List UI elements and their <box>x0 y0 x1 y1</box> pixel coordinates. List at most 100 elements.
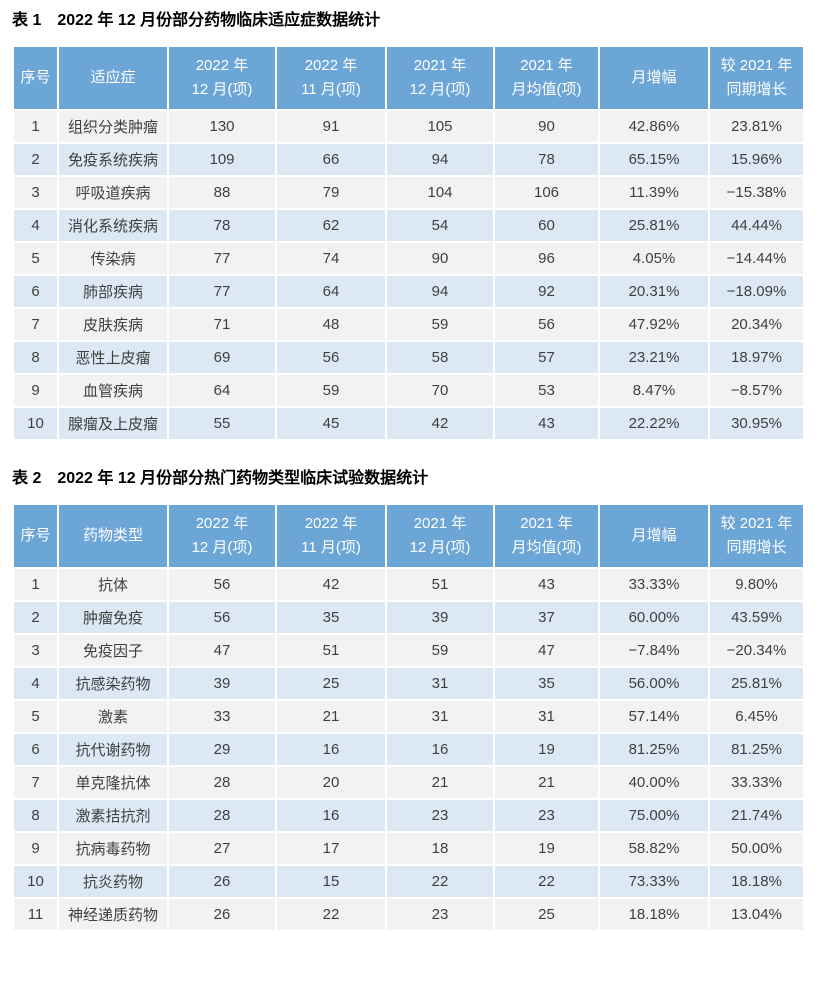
table-cell: 59 <box>385 633 495 668</box>
table-cell: 23 <box>493 798 600 833</box>
table2-body: 1 抗体 56 42 51 43 33.33% 9.80% 2 肿瘤免疫 56 35 39 37 60.00… <box>12 567 805 932</box>
table-cell: 15.96% <box>708 142 805 177</box>
table-cell: 47 <box>167 633 277 668</box>
table-cell: 4 <box>12 666 59 701</box>
table-cell: 56 <box>493 307 600 342</box>
table-cell: 17 <box>275 831 387 866</box>
table-row: 10 腺瘤及上皮瘤 55 45 42 43 22.22% 30.95% <box>12 406 805 441</box>
table-cell: 50.00% <box>708 831 805 866</box>
table-cell: 20.31% <box>598 274 710 309</box>
table-cell: 22 <box>385 864 495 899</box>
table-cell: 4.05% <box>598 241 710 276</box>
table-cell: 42 <box>275 567 387 602</box>
table-cell: 70 <box>385 373 495 408</box>
table-cell: 21 <box>493 765 600 800</box>
table-cell: 21 <box>385 765 495 800</box>
table-cell: 8 <box>12 340 59 375</box>
table-cell: 25.81% <box>708 666 805 701</box>
table-cell: 130 <box>167 109 277 144</box>
table-cell: 47.92% <box>598 307 710 342</box>
table-cell: 16 <box>275 732 387 767</box>
table-cell: 26 <box>167 864 277 899</box>
table-cell: 27 <box>167 831 277 866</box>
table-cell: 31 <box>493 699 600 734</box>
table-cell: 33 <box>167 699 277 734</box>
table-cell: 53 <box>493 373 600 408</box>
table-cell: 106 <box>493 175 600 210</box>
table-row: 8 激素拮抗剂 28 16 23 23 75.00% 21.74% <box>12 798 805 833</box>
table-cell: 单克隆抗体 <box>57 765 169 800</box>
table-cell: 92 <box>493 274 600 309</box>
table-cell: 7 <box>12 765 59 800</box>
column-header: 2022 年 11 月(项) <box>275 503 387 569</box>
table-cell: 31 <box>385 699 495 734</box>
table-cell: 1 <box>12 109 59 144</box>
table-cell: 16 <box>275 798 387 833</box>
table1-section: 表 1 2022 年 12 月份部分药物临床适应症数据统计 序号 适应症 2022 年… <box>12 10 805 441</box>
table-cell: 免疫系统疾病 <box>57 142 169 177</box>
table-cell: 1 <box>12 567 59 602</box>
table-row: 6 抗代谢药物 29 16 16 19 81.25% 81.25% <box>12 732 805 767</box>
table1-title: 表 1 2022 年 12 月份部分药物临床适应症数据统计 <box>12 10 803 32</box>
table-cell: 60 <box>493 208 600 243</box>
table-cell: 7 <box>12 307 59 342</box>
table-cell: 5 <box>12 241 59 276</box>
table-cell: 10 <box>12 864 59 899</box>
table-cell: 31 <box>385 666 495 701</box>
table-cell: 39 <box>167 666 277 701</box>
table-cell: 腺瘤及上皮瘤 <box>57 406 169 441</box>
table-cell: 15 <box>275 864 387 899</box>
table-cell: 19 <box>493 831 600 866</box>
table-cell: 90 <box>385 241 495 276</box>
table-cell: 94 <box>385 142 495 177</box>
table-cell: 4 <box>12 208 59 243</box>
table-cell: 23.21% <box>598 340 710 375</box>
column-header: 2021 年 月均值(项) <box>493 45 600 111</box>
table-cell: 62 <box>275 208 387 243</box>
table-cell: 肺部疾病 <box>57 274 169 309</box>
table-cell: 33.33% <box>708 765 805 800</box>
table-cell: 35 <box>493 666 600 701</box>
table-cell: 免疫因子 <box>57 633 169 668</box>
table-cell: 59 <box>275 373 387 408</box>
table-cell: 33.33% <box>598 567 710 602</box>
table-cell: 73.33% <box>598 864 710 899</box>
table-cell: 57 <box>493 340 600 375</box>
table-cell: 20.34% <box>708 307 805 342</box>
drug-types-table: 序号 药物类型 2022 年 12 月(项) 2022 年 11 月(项) 2021 年… <box>12 503 805 932</box>
table-cell: 18.97% <box>708 340 805 375</box>
table-row: 4 抗感染药物 39 25 31 35 56.00% 25.81% <box>12 666 805 701</box>
table-cell: −15.38% <box>708 175 805 210</box>
column-header: 序号 <box>12 45 59 111</box>
table-cell: 2 <box>12 142 59 177</box>
table-cell: 58.82% <box>598 831 710 866</box>
table-row: 5 传染病 77 74 90 96 4.05% −14.44% <box>12 241 805 276</box>
table-cell: 64 <box>167 373 277 408</box>
table-cell: 30.95% <box>708 406 805 441</box>
table-cell: 45 <box>275 406 387 441</box>
column-header: 2021 年 12 月(项) <box>385 45 495 111</box>
table-cell: 6 <box>12 732 59 767</box>
table-cell: 28 <box>167 765 277 800</box>
table-cell: 88 <box>167 175 277 210</box>
column-header: 2021 年 月均值(项) <box>493 503 600 569</box>
indications-table: 序号 适应症 2022 年 12 月(项) 2022 年 11 月(项) 2021 年 … <box>12 45 805 441</box>
table-row: 1 抗体 56 42 51 43 33.33% 9.80% <box>12 567 805 602</box>
table2-label: 表 2 <box>12 470 42 487</box>
table-cell: 肿瘤免疫 <box>57 600 169 635</box>
table-cell: 77 <box>167 274 277 309</box>
table-cell: 69 <box>167 340 277 375</box>
table-cell: 75.00% <box>598 798 710 833</box>
table-row: 2 免疫系统疾病 109 66 94 78 65.15% 15.96% <box>12 142 805 177</box>
table-cell: −20.34% <box>708 633 805 668</box>
table-row: 9 血管疾病 64 59 70 53 8.47% −8.57% <box>12 373 805 408</box>
table-cell: 抗代谢药物 <box>57 732 169 767</box>
table-cell: 29 <box>167 732 277 767</box>
column-header: 2022 年 11 月(项) <box>275 45 387 111</box>
table-cell: 40.00% <box>598 765 710 800</box>
table-cell: 44.44% <box>708 208 805 243</box>
table-cell: 25.81% <box>598 208 710 243</box>
table-cell: 79 <box>275 175 387 210</box>
table-row: 1 组织分类肿瘤 130 91 105 90 42.86% 23.81% <box>12 109 805 144</box>
table-cell: 21.74% <box>708 798 805 833</box>
